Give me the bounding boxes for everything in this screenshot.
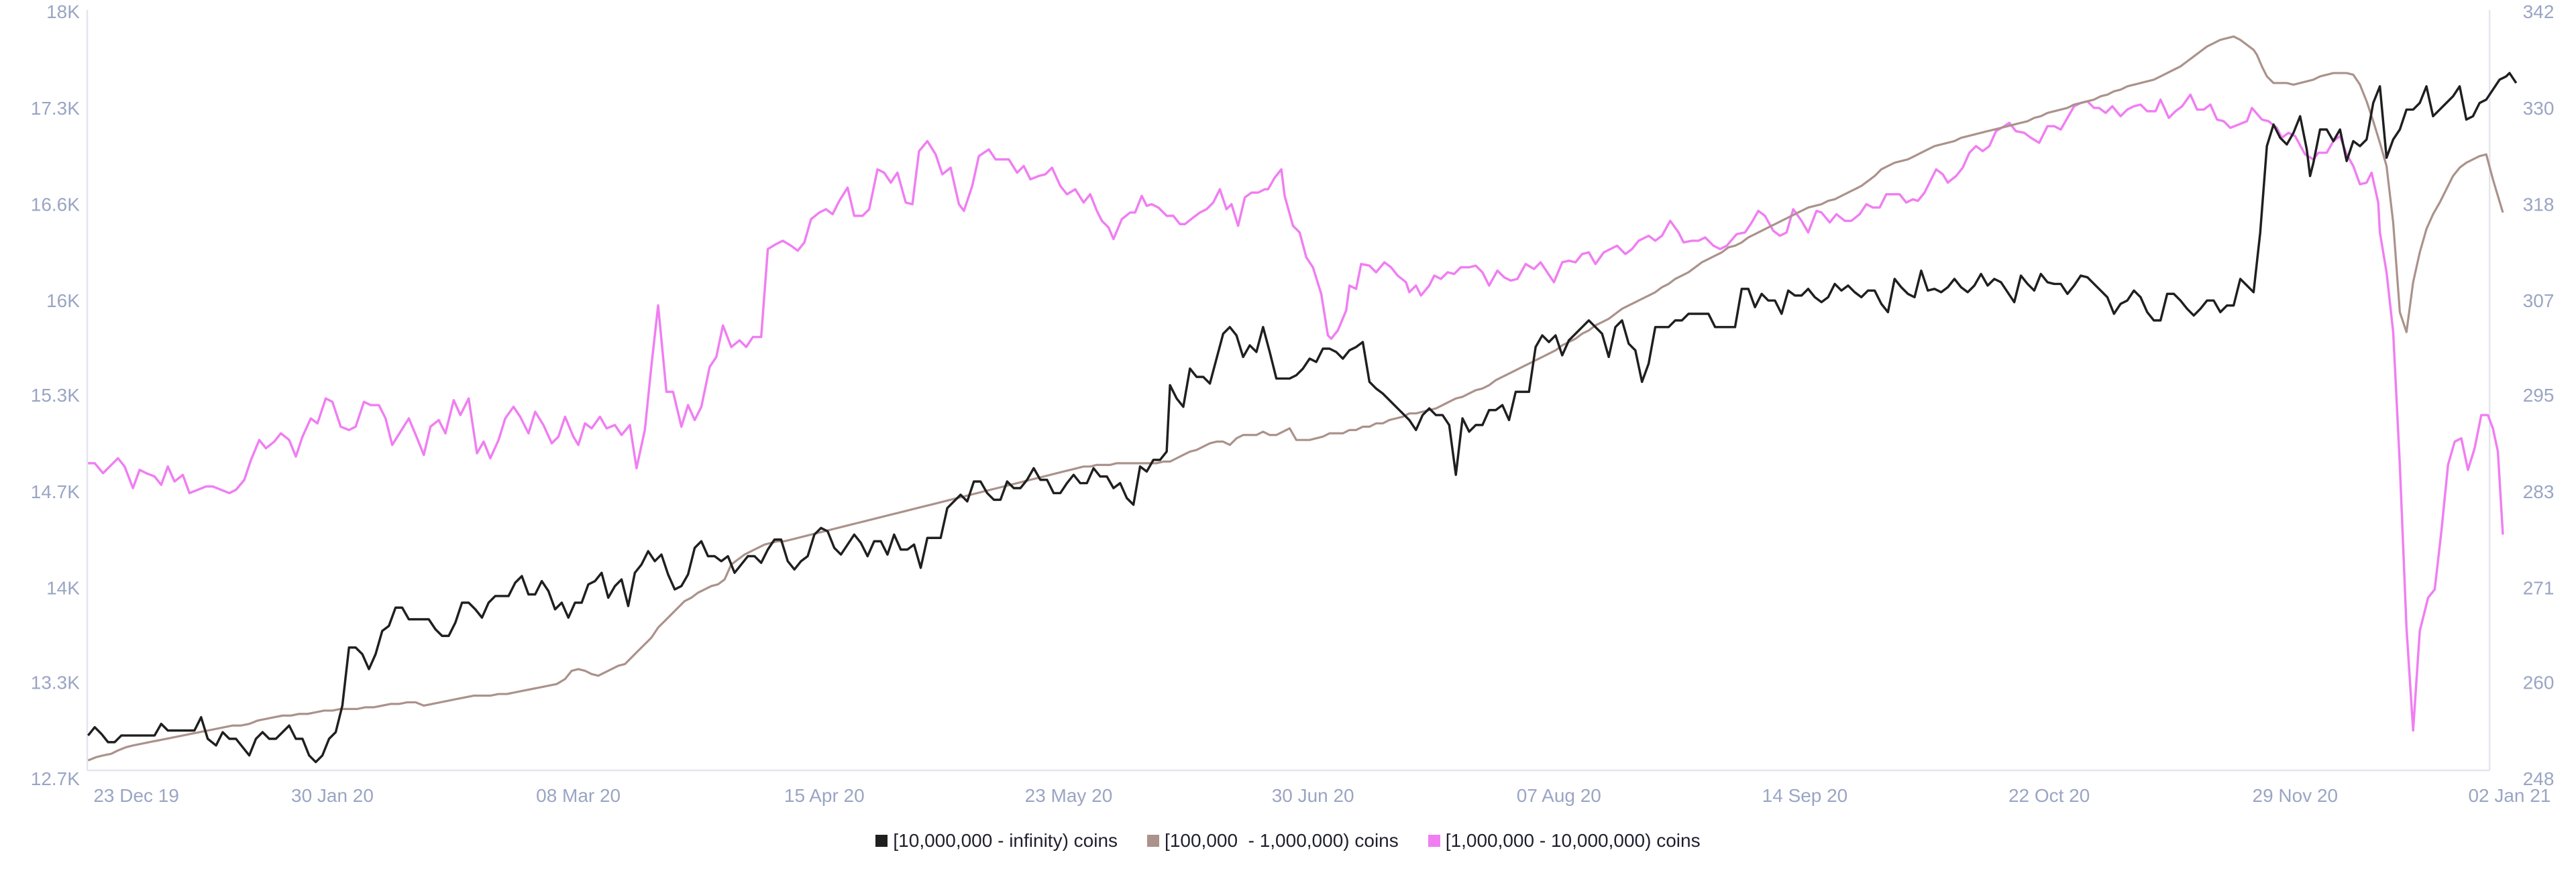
x-tick: 29 Nov 20 bbox=[2253, 785, 2339, 806]
x-axis: 23 Dec 19 30 Jan 20 08 Mar 20 15 Apr 20 … bbox=[93, 785, 2551, 806]
series-line-1m-10m[interactable] bbox=[88, 93, 2504, 732]
y-right-tick: 307 bbox=[2523, 290, 2555, 311]
y-right-tick: 318 bbox=[2523, 194, 2555, 215]
y-right-tick: 342 bbox=[2523, 1, 2555, 22]
y-left-tick: 12.7K bbox=[31, 768, 80, 789]
y-left-tick: 14K bbox=[46, 577, 80, 598]
legend-label: [1,000,000 - 10,000,000) coins bbox=[1445, 830, 1701, 851]
x-tick: 23 May 20 bbox=[1025, 785, 1113, 806]
right-y-axis: 342 330 318 307 295 283 271 260 248 bbox=[2523, 1, 2555, 789]
x-tick: 22 Oct 20 bbox=[2008, 785, 2090, 806]
legend-swatch-icon bbox=[1428, 835, 1440, 847]
x-tick: 23 Dec 19 bbox=[93, 785, 179, 806]
legend-item-100k-1m[interactable]: [100,000 - 1,000,000) coins bbox=[1147, 830, 1399, 852]
y-right-tick: 271 bbox=[2523, 577, 2555, 598]
y-left-tick: 18K bbox=[46, 1, 80, 22]
legend-item-1m-10m[interactable]: [1,000,000 - 10,000,000) coins bbox=[1428, 830, 1701, 852]
y-right-tick: 248 bbox=[2523, 768, 2555, 789]
y-right-tick: 295 bbox=[2523, 385, 2555, 406]
x-tick: 02 Jan 21 bbox=[2468, 785, 2551, 806]
legend-item-10m-inf[interactable]: [10,000,000 - infinity) coins bbox=[875, 830, 1118, 852]
legend-swatch-icon bbox=[875, 835, 888, 847]
y-left-tick: 14.7K bbox=[31, 481, 80, 502]
left-y-axis: 18K 17.3K 16.6K 16K 15.3K 14.7K 14K 13.3… bbox=[31, 1, 80, 789]
x-tick: 14 Sep 20 bbox=[1762, 785, 1848, 806]
x-tick: 07 Aug 20 bbox=[1517, 785, 1601, 806]
x-tick: 08 Mar 20 bbox=[536, 785, 621, 806]
series-line-10m-inf[interactable] bbox=[87, 72, 2518, 764]
legend-label: [10,000,000 - infinity) coins bbox=[893, 830, 1118, 851]
y-left-tick: 16K bbox=[46, 290, 80, 311]
chart-legend: [10,000,000 - infinity) coins [100,000 -… bbox=[0, 826, 2576, 856]
x-tick: 15 Apr 20 bbox=[784, 785, 865, 806]
series-line-100k-1m[interactable] bbox=[87, 35, 2504, 762]
legend-swatch-icon bbox=[1147, 835, 1160, 847]
y-left-tick: 15.3K bbox=[31, 385, 80, 406]
y-right-tick: 283 bbox=[2523, 481, 2555, 502]
legend-label: [100,000 - 1,000,000) coins bbox=[1165, 830, 1399, 851]
y-left-tick: 16.6K bbox=[31, 194, 80, 215]
x-tick: 30 Jun 20 bbox=[1272, 785, 1354, 806]
y-left-tick: 17.3K bbox=[31, 98, 80, 119]
y-right-tick: 330 bbox=[2523, 98, 2555, 119]
x-tick: 30 Jan 20 bbox=[291, 785, 374, 806]
y-right-tick: 260 bbox=[2523, 673, 2555, 693]
y-left-tick: 13.3K bbox=[31, 673, 80, 693]
